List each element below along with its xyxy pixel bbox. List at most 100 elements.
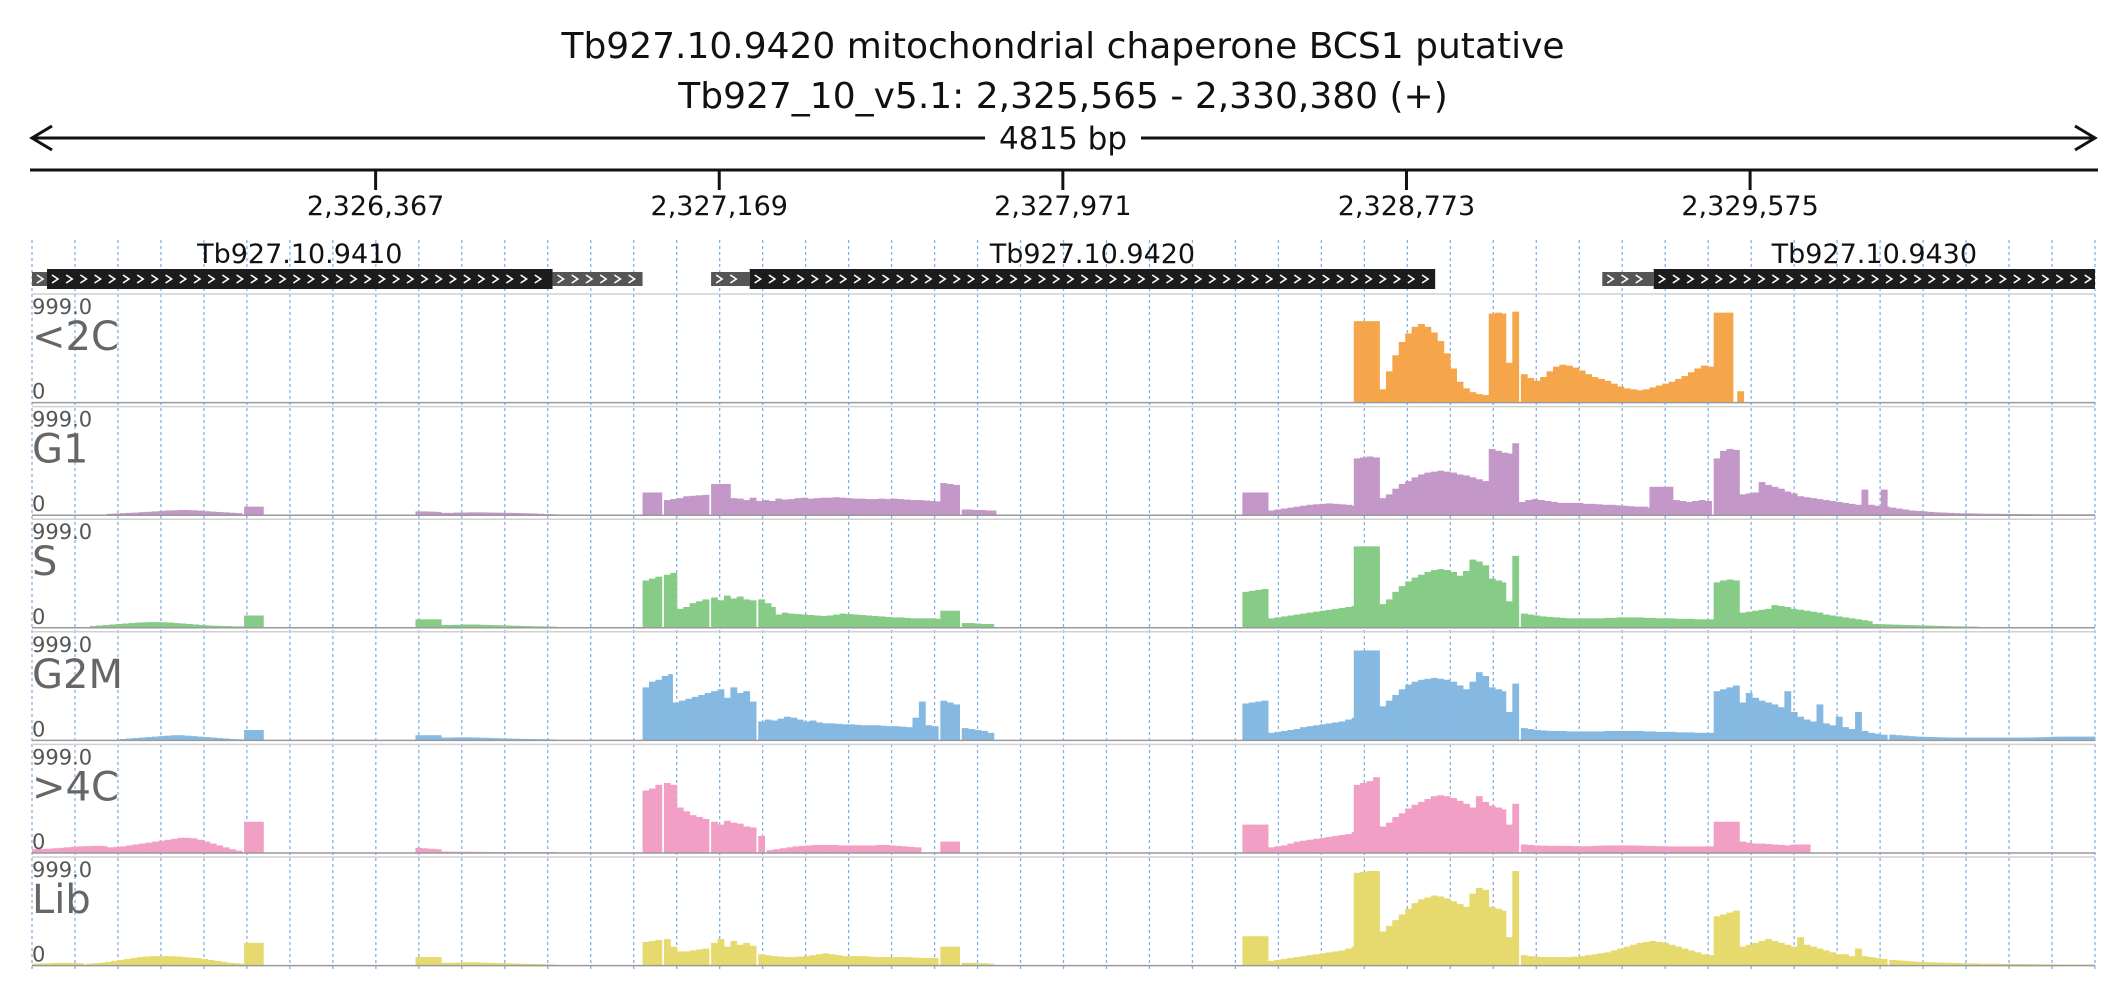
coverage-bar: [683, 606, 691, 628]
coverage-bar: [1360, 546, 1368, 628]
coverage-bar: [1855, 948, 1862, 966]
coverage-bar: [1992, 963, 1999, 966]
coverage-bar: [415, 619, 423, 628]
coverage-bar: [421, 619, 429, 628]
coverage-bar: [702, 818, 710, 853]
coverage-bar: [1411, 804, 1419, 853]
gene-model[interactable]: Tb927.10.9420: [711, 239, 1436, 289]
coverage-bar: [1842, 954, 1850, 966]
coverage-bar: [1379, 389, 1387, 403]
strand-chevron: [1800, 274, 1809, 284]
coverage-bar: [1313, 838, 1320, 853]
coverage-bar: [1880, 958, 1888, 966]
coverage-bar: [1816, 612, 1824, 628]
coverage-bar: [1255, 936, 1263, 966]
coverage-bar: [1557, 502, 1565, 516]
coverage-bar: [1353, 784, 1361, 853]
strand-chevron: [1364, 274, 1373, 284]
coverage-bar: [32, 963, 39, 966]
coverage-bar: [244, 729, 251, 741]
coverage-bar: [985, 510, 993, 516]
coverage-bar: [2005, 737, 2012, 741]
coverage-bar: [1538, 500, 1545, 516]
coverage-bar: [1469, 477, 1477, 516]
coverage-bar: [1463, 388, 1470, 403]
coverage-bar: [968, 623, 975, 628]
coverage-bar: [1540, 957, 1547, 966]
coverage-bar: [1861, 489, 1869, 516]
coverage-bar: [1642, 731, 1650, 741]
coverage-bar: [1405, 684, 1413, 741]
strand-chevron: [1066, 274, 1075, 284]
coverage-bar: [1505, 362, 1513, 403]
coverage-bar: [828, 954, 836, 966]
coverage-bar: [1752, 610, 1760, 628]
coverage-bar: [809, 955, 817, 966]
coverage-bar: [2062, 736, 2070, 741]
coverage-bar: [1940, 512, 1948, 516]
coverage-bar: [1450, 368, 1458, 403]
coverage-bar: [115, 624, 123, 628]
coverage-bar: [1595, 504, 1603, 516]
coverage-bar: [1373, 777, 1380, 853]
coverage-bar: [1540, 377, 1547, 403]
strand-chevron: [1672, 274, 1681, 284]
coverage-bar: [244, 615, 251, 628]
coverage-bar: [1878, 624, 1886, 628]
coverage-bar: [1675, 946, 1682, 966]
coverage-bar: [1642, 941, 1650, 966]
coverage-bar: [244, 821, 251, 853]
strand-chevron: [1956, 274, 1965, 284]
coverage-bar: [858, 498, 866, 516]
coverage-bar: [1495, 807, 1502, 853]
coverage-bar: [648, 492, 656, 516]
coverage-bar: [918, 701, 926, 741]
coverage-bar: [1424, 897, 1432, 966]
coverage-bar: [1456, 904, 1464, 966]
coverage-bar: [1777, 606, 1785, 628]
coverage-bar: [141, 622, 149, 628]
coverage-bar: [655, 576, 663, 628]
coverage-bar: [798, 845, 806, 853]
coverage-bar: [2075, 736, 2083, 741]
coverage-bar: [211, 625, 219, 628]
coverage-bar: [2043, 736, 2051, 741]
coverage-bar: [1437, 678, 1445, 741]
coverage-bar: [1726, 312, 1734, 403]
gene-model[interactable]: Tb927.10.9430: [1602, 239, 2095, 289]
strand-chevron: [2027, 274, 2036, 284]
coverage-bar: [803, 721, 811, 741]
strand-chevron: [292, 274, 301, 284]
coverage-bar: [1501, 313, 1507, 403]
coverage-bar: [1940, 737, 1948, 741]
coverage-bar: [1366, 546, 1374, 628]
strand-chevron: [1123, 274, 1132, 284]
coverage-bar: [1848, 956, 1856, 966]
coverage-bar: [1777, 942, 1785, 966]
coverage-bar: [1418, 679, 1425, 741]
coverage-bar: [676, 608, 684, 628]
coverage-bar: [1675, 732, 1682, 741]
coverage-bar: [1604, 617, 1612, 628]
gene-model[interactable]: Tb927.10.9410: [32, 239, 643, 289]
coverage-bar: [1572, 618, 1580, 628]
strand-chevron: [463, 274, 472, 284]
strand-chevron: [1729, 274, 1738, 284]
coverage-bar: [1248, 936, 1256, 966]
coverage-bar: [145, 842, 153, 853]
coverage-bar: [1527, 844, 1535, 853]
coverage-bar: [1475, 561, 1483, 628]
coverage-bar: [655, 784, 663, 853]
coverage-bar: [1835, 501, 1843, 516]
coverage-bar: [1679, 500, 1687, 516]
coverage-bar: [1313, 504, 1320, 516]
coverage-bar: [1934, 962, 1942, 966]
coverage-bar: [486, 512, 493, 516]
strand-chevron: [179, 274, 188, 284]
coverage-bar: [1385, 925, 1393, 966]
coverage-bar: [428, 957, 436, 966]
strand-chevron: [1350, 274, 1359, 284]
track-max-label: 999.0: [32, 520, 92, 544]
coverage-bar: [1366, 456, 1374, 516]
coverage-bar: [1520, 613, 1528, 628]
